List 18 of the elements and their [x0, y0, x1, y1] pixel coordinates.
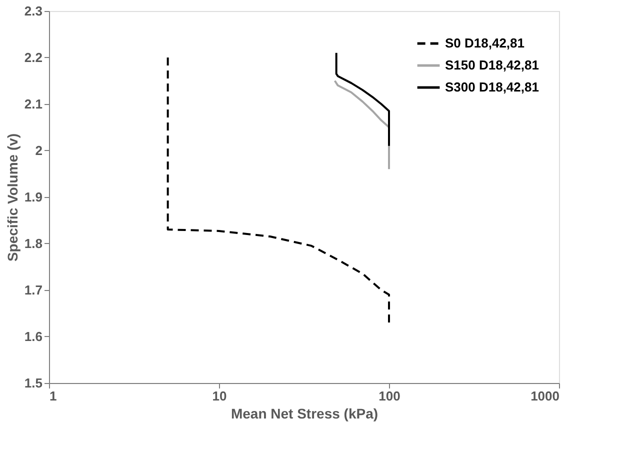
y-tick-label: 1.5 [24, 376, 42, 390]
x-tick-label: 1000 [530, 388, 560, 404]
y-tick-label: 1.6 [24, 329, 42, 344]
y-tick-label: 1.8 [24, 236, 42, 251]
y-tick-label: 2 [35, 143, 42, 158]
x-tick-label: 1 [50, 388, 57, 404]
x-axis-title: Mean Net Stress (kPa) [230, 406, 378, 422]
y-tick-label: 1.7 [24, 282, 42, 298]
x-tick-label: 10 [212, 388, 227, 404]
y-tick-label: 2.3 [24, 4, 42, 18]
x-tick-label: 100 [378, 388, 400, 404]
legend-label: S150 D18,42,81 [445, 58, 539, 72]
y-tick-label: 2.1 [24, 96, 42, 112]
y-axis-title: Specific Volume (v) [4, 133, 20, 262]
y-tick-label: 1.9 [24, 190, 42, 204]
y-tick-label: 2.2 [24, 50, 42, 65]
legend-label: S300 D18,42,81 [445, 80, 539, 94]
legend-label: S0 D18,42,81 [445, 36, 525, 50]
